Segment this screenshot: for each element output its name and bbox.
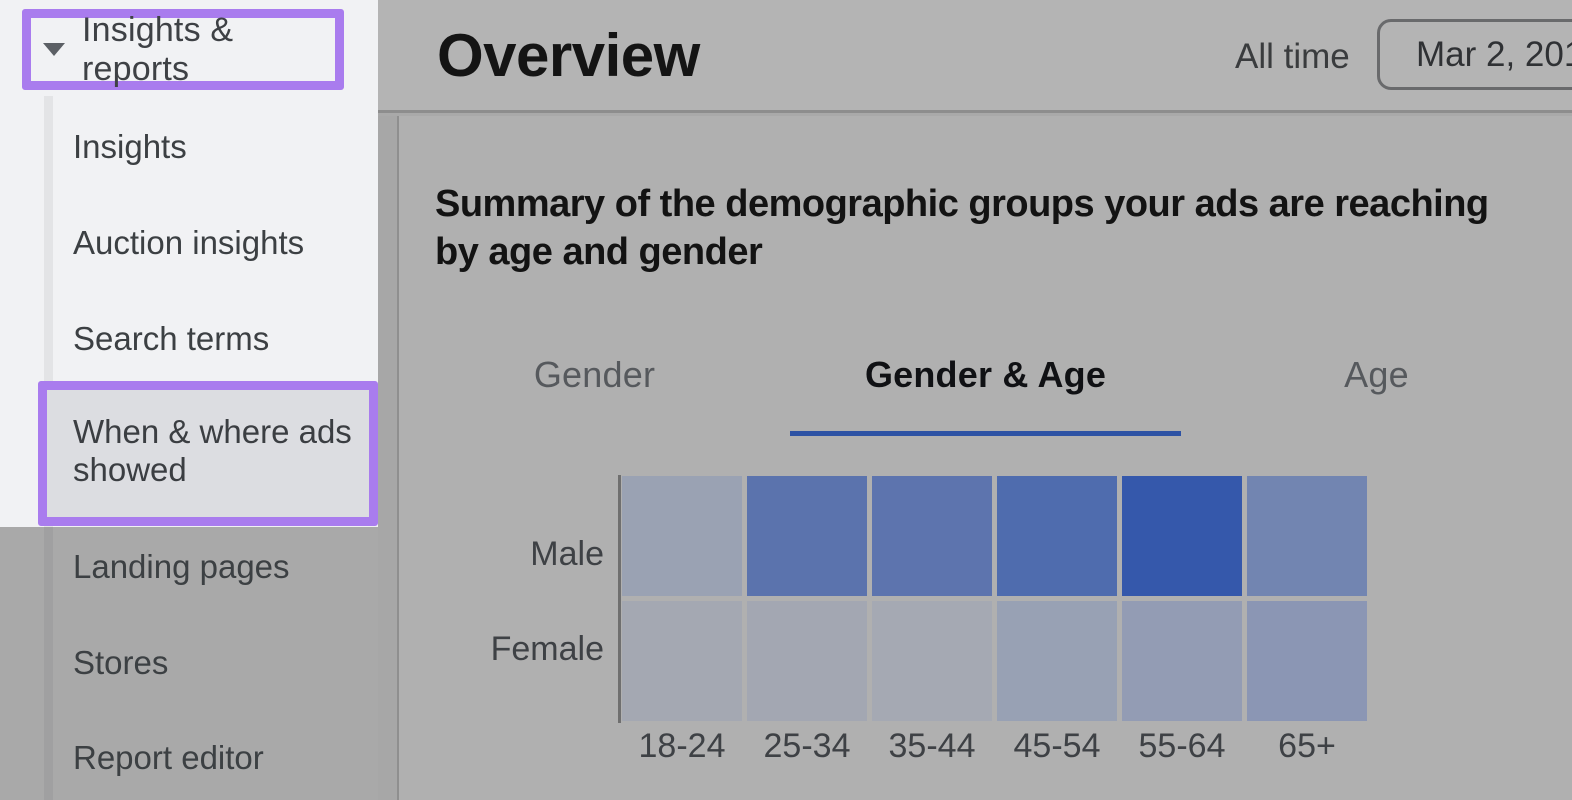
chevron-down-icon [43, 43, 65, 56]
heatmap-cell-female-55-64[interactable] [1122, 601, 1242, 721]
tab-age[interactable]: Age [1344, 354, 1409, 395]
sidebar-item-landing-pages[interactable]: Landing pages [73, 548, 290, 585]
heatmap-row-label-male: Male [530, 535, 604, 573]
heatmap-x-label: 55-64 [1138, 727, 1226, 765]
sidebar-section-insights-reports[interactable]: Insights & reports [82, 10, 234, 88]
tab-gender[interactable]: Gender [533, 354, 656, 395]
heatmap-cell-female-18-24[interactable] [622, 601, 742, 721]
heatmap-y-axis-line [618, 475, 621, 723]
active-tab-underline [790, 431, 1181, 436]
heatmap-row-male [622, 476, 1367, 596]
heatmap-cell-male-35-44[interactable] [872, 476, 992, 596]
heatmap-cell-female-65+[interactable] [1247, 601, 1367, 721]
sidebar-item-report-editor[interactable]: Report editor [73, 739, 264, 776]
annotation-box-when-where-ads-showed: When & where ads showed [38, 381, 378, 526]
date-range-preset-label[interactable]: All time [1235, 37, 1350, 76]
card-summary-text: Summary of the demographic groups your a… [435, 183, 1489, 273]
page-title: Overview [437, 22, 700, 89]
heatmap-cell-male-65+[interactable] [1247, 476, 1367, 596]
heatmap-cell-female-45-54[interactable] [997, 601, 1117, 721]
page-header: Overview All time Mar 2, 201 [378, 0, 1572, 113]
heatmap-cell-male-45-54[interactable] [997, 476, 1117, 596]
heatmap-cell-male-25-34[interactable] [747, 476, 867, 596]
annotation-box-insights-reports: Insights & reports [22, 9, 344, 90]
sidebar-item-search-terms[interactable]: Search terms [73, 320, 270, 357]
heatmap-x-label: 45-54 [1013, 727, 1101, 765]
heatmap-x-label: 35-44 [888, 727, 976, 765]
heatmap-x-label: 18-24 [638, 727, 726, 765]
heatmap-x-label: 65+ [1278, 727, 1336, 765]
heatmap-cell-female-35-44[interactable] [872, 601, 992, 721]
date-range-button[interactable]: Mar 2, 201 [1377, 19, 1572, 90]
sidebar-item-auction-insights[interactable]: Auction insights [73, 224, 305, 261]
content-gutter [378, 116, 399, 800]
sidebar-item-when-where-ads-showed[interactable]: When & where ads showed [73, 413, 352, 488]
sidebar-item-insights[interactable]: Insights [73, 128, 187, 165]
demographics-card: Summary of the demographic groups your a… [399, 116, 1572, 800]
tab-gender-and-age[interactable]: Gender & Age [864, 354, 1107, 395]
heatmap-cell-female-25-34[interactable] [747, 601, 867, 721]
heatmap-cell-male-18-24[interactable] [622, 476, 742, 596]
heatmap-row-label-female: Female [490, 630, 604, 668]
heatmap-row-female [622, 601, 1367, 721]
sidebar-nav: Insights & reports Insights Auction insi… [0, 0, 378, 800]
sidebar-item-stores[interactable]: Stores [73, 644, 169, 681]
heatmap-x-label: 25-34 [763, 727, 851, 765]
heatmap-cell-male-55-64[interactable] [1122, 476, 1242, 596]
